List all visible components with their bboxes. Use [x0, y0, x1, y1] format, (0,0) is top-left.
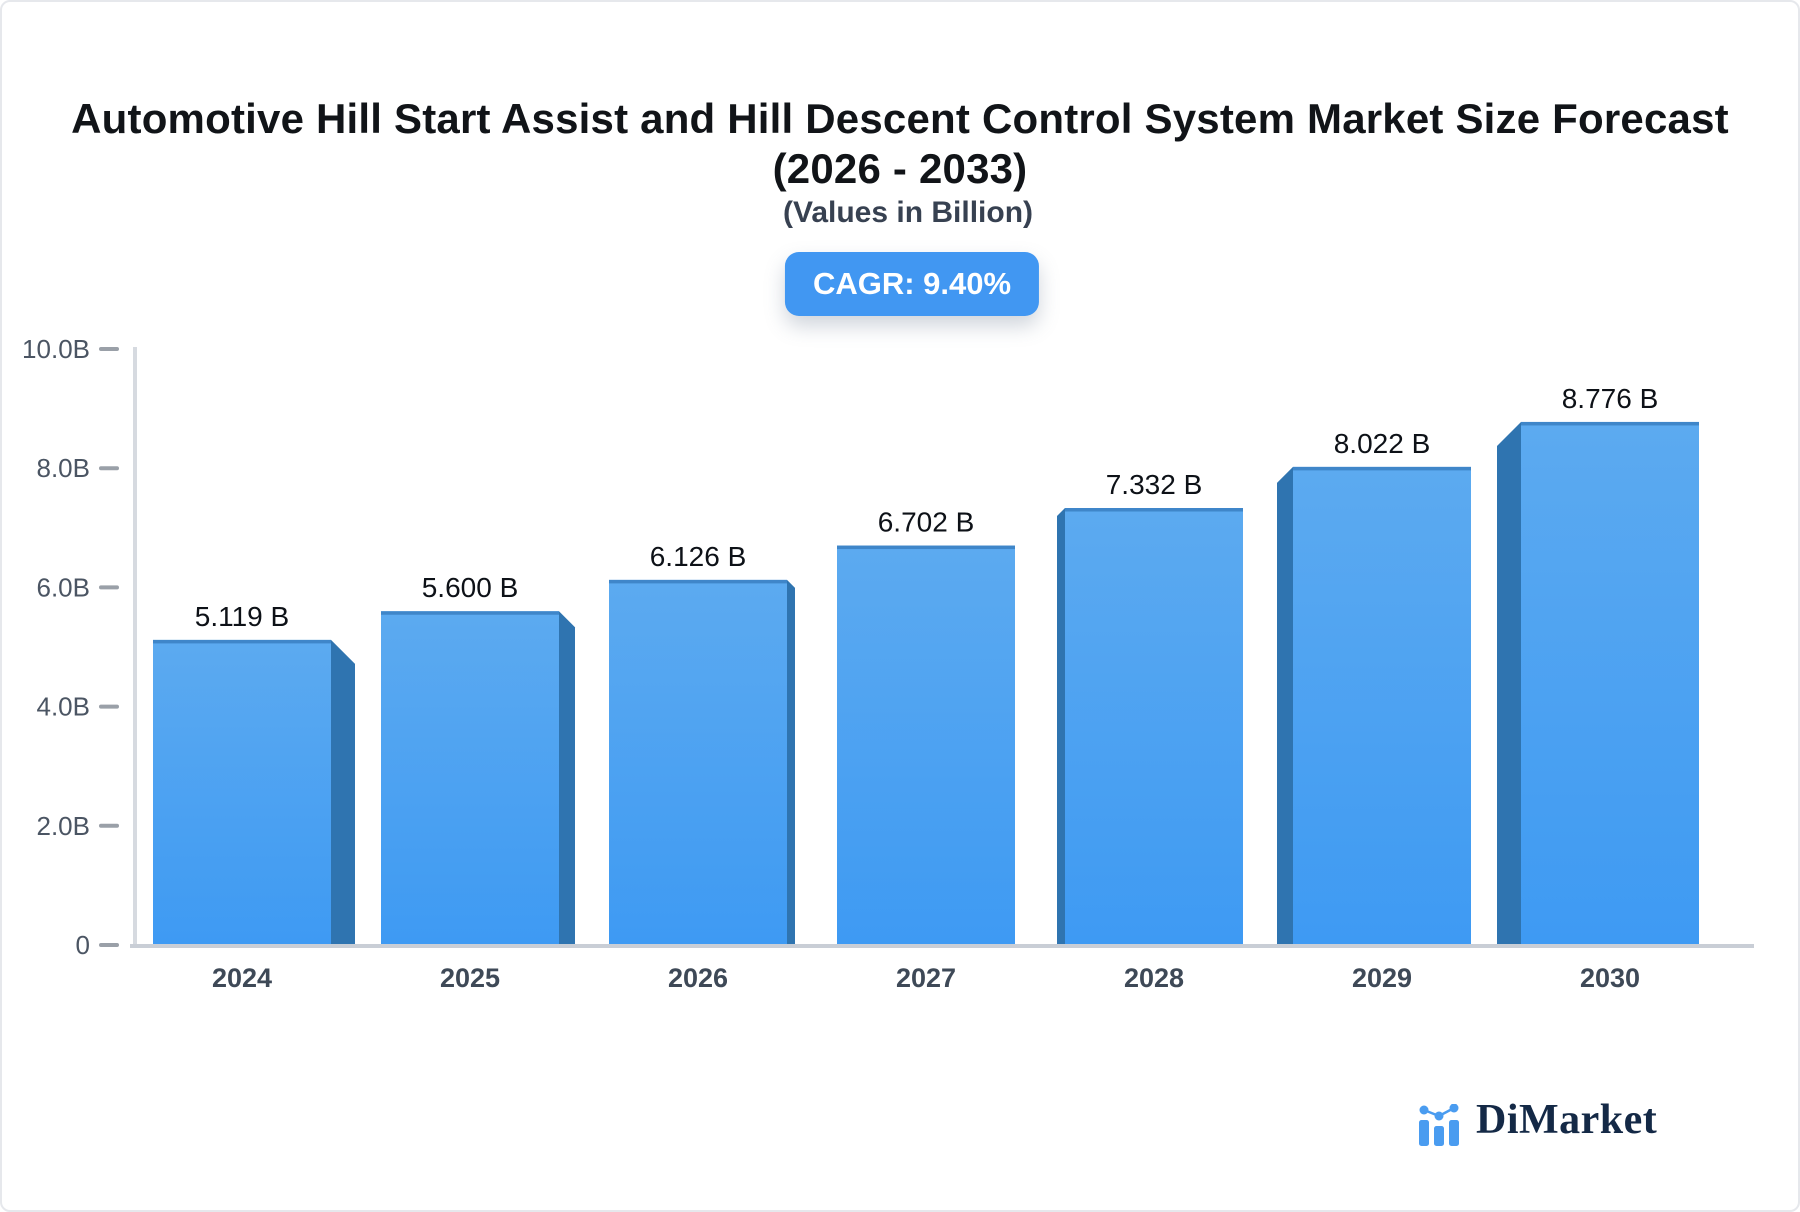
bar-side	[787, 579, 795, 945]
y-tick	[99, 704, 119, 709]
bar-value-label: 5.119 B	[195, 601, 289, 632]
y-tick-label: 6.0B	[37, 572, 91, 602]
logo-bar	[1434, 1126, 1444, 1146]
bar-face	[837, 545, 1015, 945]
cagr-badge: CAGR: 9.40%	[784, 252, 1040, 316]
bar-value-label: 7.332 B	[1106, 469, 1203, 500]
bar-top-edge	[1065, 508, 1243, 512]
bar-top-edge	[837, 545, 1015, 550]
logo-dot	[1434, 1111, 1444, 1121]
y-axis-line	[133, 347, 137, 947]
y-tick	[99, 823, 119, 828]
bar-top-edge	[1293, 466, 1471, 471]
x-axis-line	[130, 944, 1754, 948]
chart-title: Automotive Hill Start Assist and Hill De…	[50, 94, 1750, 194]
bar-face	[1065, 508, 1243, 945]
y-tick-label: 2.0B	[37, 811, 91, 841]
logo-dot	[1449, 1104, 1459, 1113]
bar-value-label: 6.702 B	[878, 507, 975, 538]
bar-line-chart-icon	[1419, 1104, 1459, 1146]
logo-bar	[1449, 1120, 1459, 1146]
bar-face	[381, 611, 559, 945]
chart-subtitle: (Values in Billion)	[782, 196, 1034, 229]
x-axis-label: 2026	[668, 963, 728, 993]
x-axis-label: 2027	[896, 963, 956, 993]
y-tick	[99, 943, 119, 947]
y-tick-label: 4.0B	[37, 692, 91, 722]
x-axis-label: 2028	[1124, 963, 1184, 993]
bar-value-label: 8.022 B	[1334, 428, 1431, 459]
x-axis-label: 2025	[440, 963, 500, 993]
brand-logo-text: DiMarket	[1476, 1097, 1658, 1143]
bar-face	[609, 579, 787, 945]
bar-side	[1057, 508, 1065, 945]
bar-side	[1497, 421, 1521, 945]
x-axis-label: 2030	[1580, 963, 1640, 993]
bar-face	[1521, 421, 1699, 945]
y-tick-label: 8.0B	[37, 453, 91, 483]
y-tick	[99, 466, 119, 471]
bar-face	[153, 639, 331, 945]
chart-title-line1: Automotive Hill Start Assist and Hill De…	[71, 95, 1729, 142]
y-tick-label: 0	[76, 930, 90, 960]
x-axis-label: 2024	[212, 963, 272, 993]
chart-title-line2: (2026 - 2033)	[772, 145, 1028, 192]
bar-value-label: 8.776 B	[1562, 383, 1659, 414]
bar-side	[1277, 466, 1293, 945]
bar-side	[331, 639, 355, 945]
x-axis-label: 2029	[1352, 963, 1412, 993]
brand-logo: DiMarket	[1418, 1094, 1657, 1146]
bar-side	[559, 611, 575, 945]
y-tick-label: 10.0B	[22, 334, 90, 364]
y-tick	[99, 347, 119, 351]
bar-top-edge	[381, 611, 559, 615]
logo-dot	[1419, 1105, 1429, 1115]
bar-face	[1293, 466, 1471, 945]
bar-top-edge	[153, 639, 331, 644]
bar-top-edge	[1521, 421, 1699, 426]
bar-value-label: 6.126 B	[650, 541, 747, 572]
bar-top-edge	[609, 579, 787, 584]
bar-value-label: 5.600 B	[422, 572, 519, 603]
y-tick	[99, 585, 119, 590]
logo-bar	[1419, 1120, 1429, 1146]
